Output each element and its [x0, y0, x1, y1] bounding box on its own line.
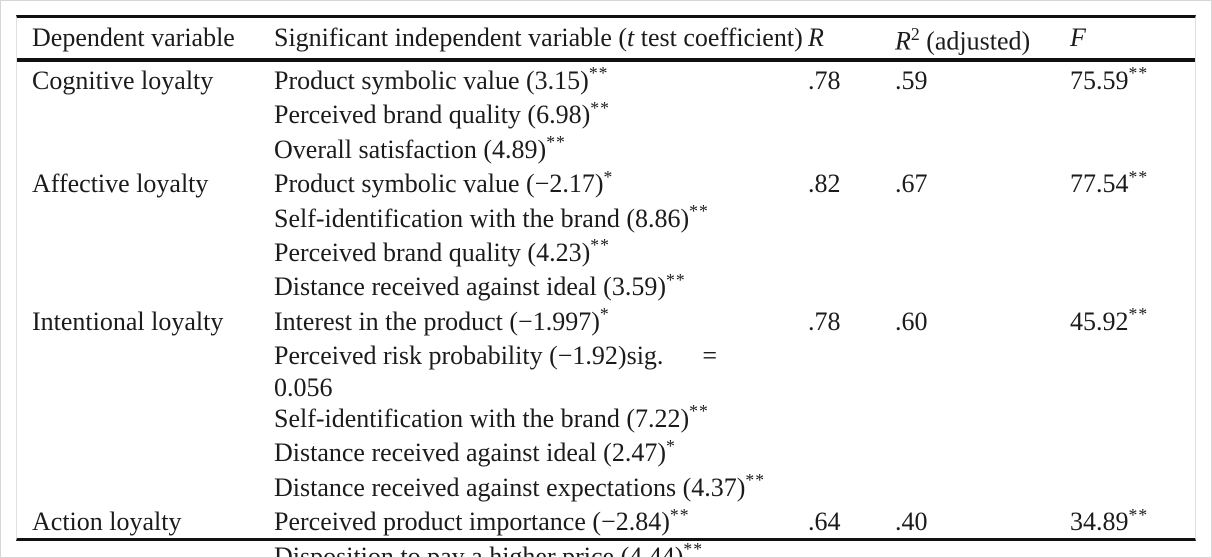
- f-value: 34.89: [1070, 507, 1129, 537]
- independent-variable-line: Perceived brand quality (6.98)**: [274, 97, 808, 133]
- significance-marker: *: [603, 166, 614, 187]
- significance-marker: *: [599, 304, 610, 325]
- independent-variables-cell: Product symbolic value (3.15)** Perceived…: [274, 63, 808, 168]
- header-independent-variable: Significant independent variable (t test…: [274, 23, 803, 53]
- f-value-cell: 77.54**: [1070, 166, 1195, 202]
- table-row: Cognitive loyalty Product symbolic value …: [17, 63, 1195, 168]
- independent-variable-text: Perceived brand quality (6.98): [274, 100, 591, 130]
- f-value: 75.59: [1070, 66, 1129, 95]
- significance-marker: **: [689, 401, 709, 422]
- independent-variables-cell: Product symbolic value (−2.17)* Self-iden…: [274, 166, 808, 306]
- significance-marker: **: [588, 63, 609, 84]
- independent-variable-text: Perceived brand quality (4.23): [274, 238, 591, 268]
- r2-adjusted-value-cell: .40: [895, 507, 928, 537]
- independent-variable-line: Perceived risk probability (−1.92)sig. =…: [274, 340, 808, 403]
- independent-variable-text: Product symbolic value (3.15): [274, 66, 589, 95]
- r-value-cell: .64: [808, 507, 841, 537]
- independent-variable-text: Perceived product importance (−2.84): [274, 507, 670, 537]
- independent-variable-line: Distance received against ideal (3.59)**: [274, 269, 808, 305]
- independent-variable-line: Perceived brand quality (4.23)**: [274, 235, 808, 271]
- r-value-cell: .78: [808, 66, 841, 95]
- independent-variable-line: Interest in the product (−1.997)*: [274, 304, 808, 340]
- independent-variable-line: Distance received against ideal (2.47)*: [274, 435, 808, 471]
- f-value: 45.92: [1070, 306, 1129, 336]
- r2-adjusted-value-cell: .67: [895, 169, 928, 199]
- r-value-cell: .78: [808, 306, 841, 336]
- r-value-cell: .82: [808, 169, 841, 199]
- table-row: Affective loyalty Product symbolic value …: [17, 166, 1195, 306]
- independent-variable-text: Perceived risk probability (−1.92)sig. =…: [274, 341, 757, 402]
- independent-variable-text: Self-identification with the brand (8.86…: [274, 203, 690, 233]
- significance-marker: **: [745, 470, 766, 491]
- f-value: 77.54: [1070, 169, 1129, 199]
- independent-variable-line: Self-identification with the brand (7.22…: [274, 401, 808, 437]
- significance-marker: **: [590, 97, 610, 118]
- significance-marker: **: [1128, 166, 1149, 187]
- f-value-cell: 34.89**: [1070, 504, 1195, 540]
- independent-variable-text: Self-identification with the brand (7.22…: [274, 404, 690, 434]
- independent-variable-line: Product symbolic value (3.15)**: [274, 63, 808, 99]
- independent-variable-text: Product symbolic value (−2.17): [274, 169, 604, 199]
- header-dependent-variable: Dependent variable: [32, 23, 235, 53]
- f-value-cell: 45.92**: [1070, 304, 1195, 340]
- table-header-row: Dependent variable Significant independe…: [17, 18, 1195, 62]
- table-body: Cognitive loyalty Product symbolic value …: [17, 62, 1195, 558]
- significance-marker: *: [666, 435, 676, 456]
- significance-marker: **: [689, 200, 709, 221]
- header-r: R: [808, 23, 824, 53]
- r2-adjusted-value-cell: .59: [895, 66, 928, 95]
- independent-variables-cell: Perceived product importance (−2.84)** Di…: [274, 504, 808, 558]
- f-value-cell: 75.59**: [1070, 63, 1195, 99]
- independent-variable-line: Overall satisfaction (4.89)**: [274, 132, 808, 168]
- independent-variable-line: Self-identification with the brand (8.86…: [274, 200, 808, 237]
- independent-variable-text: Distance received against ideal (2.47): [274, 438, 666, 468]
- independent-variable-text: Interest in the product (−1.997): [274, 306, 600, 336]
- dependent-variable-cell: Affective loyalty: [32, 169, 209, 199]
- independent-variables-cell: Interest in the product (−1.997)* Perceiv…: [274, 304, 808, 506]
- r2-adjusted-value-cell: .60: [895, 306, 928, 336]
- independent-variable-line: Perceived product importance (−2.84)**: [274, 504, 808, 540]
- independent-variable-text: Distance received against ideal (3.59): [274, 272, 666, 302]
- independent-variable-line: Product symbolic value (−2.17)*: [274, 166, 808, 202]
- significance-marker: **: [666, 269, 686, 290]
- dependent-variable-cell: Cognitive loyalty: [32, 66, 214, 95]
- independent-variable-line: Distance received against expectations (…: [274, 470, 808, 506]
- independent-variable-line: Disposition to pay a higher price (4.44)…: [274, 538, 808, 558]
- independent-variable-text: Distance received against expectations (…: [274, 472, 746, 502]
- significance-marker: **: [1128, 63, 1149, 84]
- significance-marker: **: [1128, 504, 1149, 525]
- significance-marker: **: [546, 132, 566, 153]
- dependent-variable-cell: Action loyalty: [32, 507, 182, 537]
- significance-marker: **: [1128, 304, 1149, 325]
- independent-variable-text: Disposition to pay a higher price (4.44): [274, 541, 684, 558]
- dependent-variable-cell: Intentional loyalty: [32, 306, 224, 336]
- independent-variable-text: Overall satisfaction (4.89): [274, 134, 547, 164]
- regression-results-table: Dependent variable Significant independe…: [16, 15, 1196, 557]
- significance-marker: **: [683, 538, 704, 558]
- significance-marker: **: [590, 235, 610, 256]
- table-row: Action loyalty Perceived product importan…: [17, 504, 1195, 558]
- header-f: F: [1070, 23, 1086, 53]
- significance-marker: **: [669, 504, 690, 525]
- header-r2-adjusted: R2 (adjusted): [895, 23, 1031, 56]
- table-row: Intentional loyalty Interest in the produ…: [17, 304, 1195, 506]
